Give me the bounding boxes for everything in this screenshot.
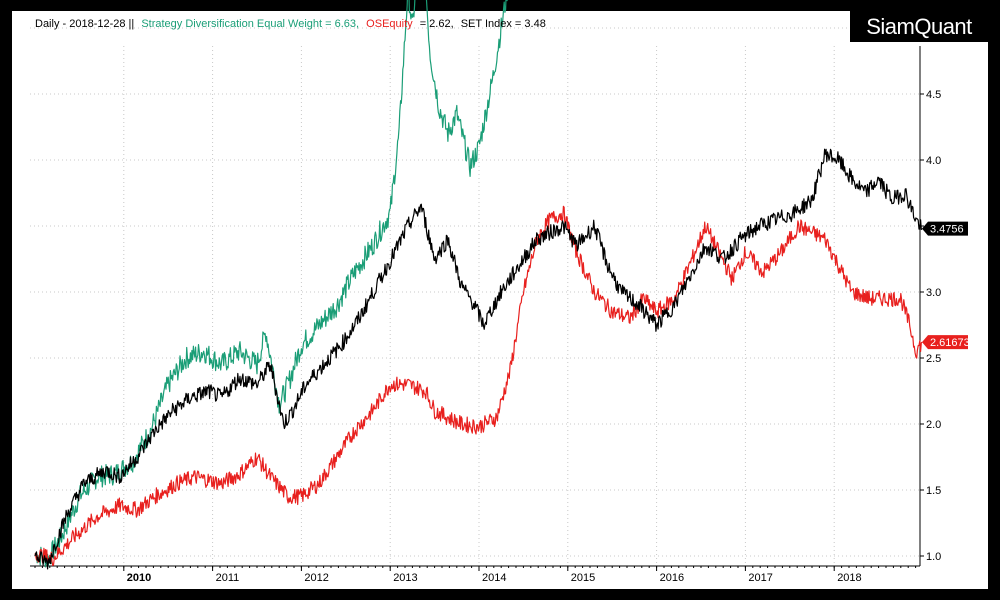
last-value-label: 2.61673 xyxy=(930,337,970,349)
last-value-flag xyxy=(922,221,968,236)
x-tick-label: 2018 xyxy=(837,572,861,584)
y-tick-label: 2.5 xyxy=(926,353,941,365)
series-line-strategy-diversification-equal-weight xyxy=(34,0,508,568)
y-tick-label: 1.5 xyxy=(926,485,941,497)
y-tick-label: 3.0 xyxy=(926,287,941,299)
last-value-label: 3.4756 xyxy=(930,224,964,236)
x-tick-label: 2015 xyxy=(571,572,595,584)
y-tick-label: 1.0 xyxy=(926,551,941,563)
chart-header: Daily - 2018-12-28 || Strategy Diversifi… xyxy=(35,18,546,30)
y-tick-label: 4.5 xyxy=(926,89,941,101)
x-tick-label: 2013 xyxy=(393,572,417,584)
x-tick-label: 2012 xyxy=(304,572,328,584)
legend-osequity: OSEquity xyxy=(366,18,413,30)
header-prefix: Daily - 2018-12-28 || xyxy=(35,18,135,30)
x-tick-label: 2011 xyxy=(216,572,240,584)
legend-strategy-diversification: Strategy Diversification Equal Weight = … xyxy=(141,18,360,30)
x-tick-label: 2010 xyxy=(127,572,151,584)
x-tick-label: 2014 xyxy=(482,572,506,584)
last-value-flag xyxy=(922,335,968,350)
series-line-osequity xyxy=(34,205,923,567)
x-tick-label: 2016 xyxy=(660,572,684,584)
series-line-set-index xyxy=(34,148,923,570)
x-tick-label: 2017 xyxy=(748,572,772,584)
legend-set-index: SET Index = 3.48 xyxy=(460,18,546,30)
y-tick-label: 4.0 xyxy=(926,155,941,167)
legend-osequity-value: = 2.62, xyxy=(419,18,454,30)
siamquant-logo: SiamQuant xyxy=(850,11,988,42)
y-tick-label: 2.0 xyxy=(926,419,941,431)
